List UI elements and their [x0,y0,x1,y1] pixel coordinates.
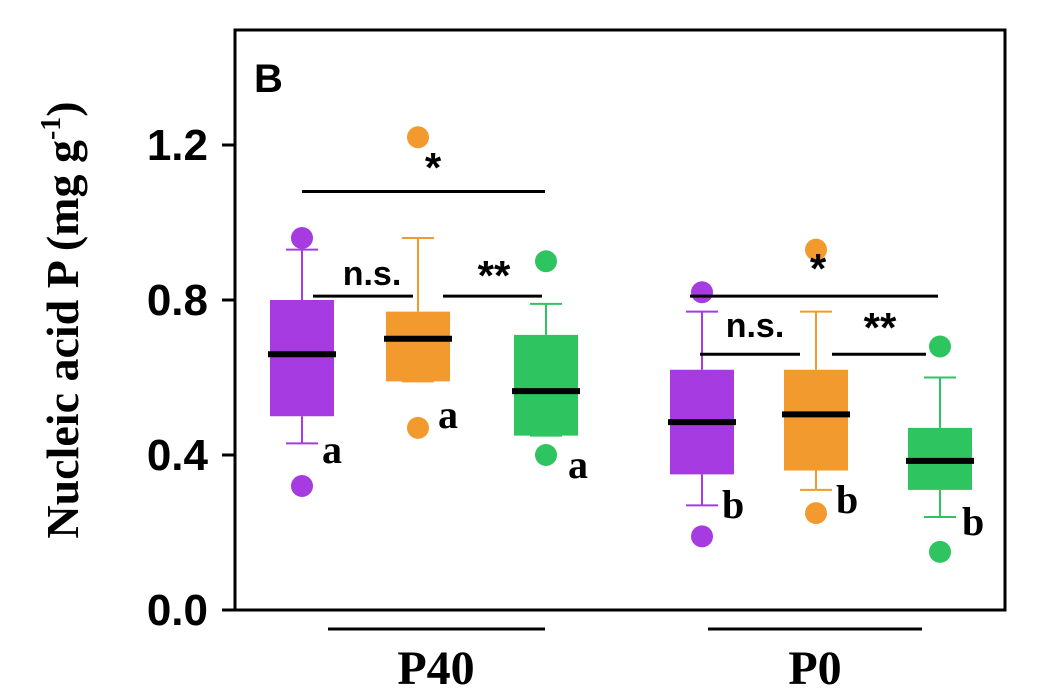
comparison-label: * [425,144,442,191]
x-group-label: P40 [397,642,474,695]
box-4: b [668,281,744,548]
outlier-point [805,238,827,261]
outlier-point [929,540,951,563]
comparisons-layer: *n.s. ** *n.s. ** [302,144,938,356]
y-tick-label: 0.4 [147,431,209,480]
comparison-label: n.s. [726,307,785,345]
y-tick-label: 0.0 [147,586,208,635]
outlier-point [691,281,713,304]
comparison-label: ** [478,252,511,299]
y-tick-label: 1.2 [147,121,208,170]
significance-letter: b [962,499,984,544]
panel-label: B [254,57,283,101]
x-axis: P40 P0 [328,627,922,695]
significance-letter: b [836,477,858,522]
outlier-point [691,525,713,548]
outlier-point [535,250,557,273]
box-5: b [782,238,858,525]
box-1: a [268,227,342,497]
plot-frame [233,28,1007,612]
box-2: a [384,126,458,439]
significance-letter: b [722,482,744,527]
comparison-label: n.s. [343,255,402,293]
boxes-layer: a a a b b b [268,126,984,563]
outlier-point [805,502,827,525]
box-body [784,369,848,471]
outlier-point [535,444,557,466]
outlier-point [407,416,429,439]
box-6: b [906,335,984,563]
significance-letter: a [438,392,458,437]
box-3: a [512,250,588,487]
y-tick-label: 0.8 [147,276,208,325]
y-axis: 0.0 0.4 0.8 1.2 [147,121,235,635]
comparison-label: ** [864,304,897,351]
outlier-point [291,475,313,497]
outlier-point [929,335,951,358]
box-body [514,334,578,436]
y-axis-label: Nucleic acid P (mg g-1) [36,101,88,538]
significance-letter: a [322,427,342,472]
box-body [270,300,334,417]
significance-letter: a [568,442,588,487]
comparison-label: * [810,245,827,292]
outlier-point [291,227,313,249]
outlier-point [407,126,429,149]
box-body [386,311,450,382]
x-group-label: P0 [788,642,841,695]
